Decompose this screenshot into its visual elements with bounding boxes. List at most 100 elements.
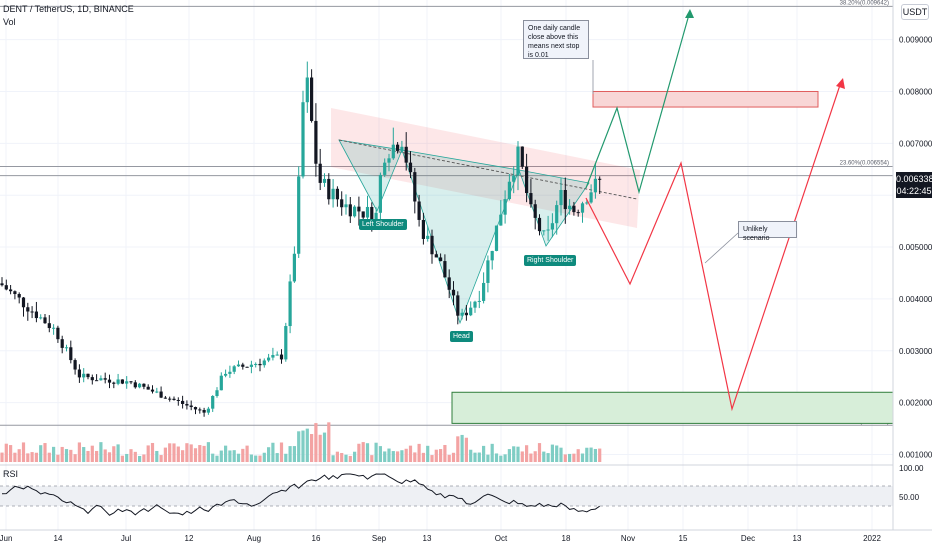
candle-body bbox=[357, 206, 361, 212]
time-tick-label: 14 bbox=[54, 534, 63, 543]
volume-bar bbox=[387, 448, 391, 462]
candle-body bbox=[546, 229, 550, 231]
candle-body bbox=[288, 281, 292, 327]
rsi-label: RSI bbox=[3, 469, 19, 479]
volume-bar bbox=[9, 445, 13, 462]
volume-bar bbox=[447, 454, 451, 462]
currency-button[interactable]: USDT bbox=[901, 4, 929, 20]
volume-bars bbox=[0, 422, 602, 462]
volume-bar bbox=[408, 445, 413, 462]
candle-body bbox=[168, 398, 172, 400]
volume-bar bbox=[34, 452, 38, 462]
candle-body bbox=[107, 379, 112, 383]
volume-bar bbox=[86, 450, 90, 462]
candle-body bbox=[469, 307, 473, 316]
volume-bar bbox=[559, 447, 563, 462]
volume-bar bbox=[516, 446, 520, 462]
volume-bar bbox=[215, 455, 219, 462]
candle-body bbox=[176, 399, 180, 401]
volume-bar bbox=[232, 450, 236, 462]
candle-body bbox=[533, 204, 537, 218]
volume-bar bbox=[580, 453, 585, 462]
volume-bar bbox=[374, 442, 378, 462]
candle-body bbox=[396, 144, 400, 151]
candle-body bbox=[335, 188, 339, 200]
candle-body bbox=[236, 364, 241, 367]
note-top[interactable]: One daily candle close above this means … bbox=[523, 20, 589, 59]
candle-body bbox=[378, 174, 382, 213]
volume-bar bbox=[146, 445, 150, 462]
volume-bar bbox=[482, 445, 486, 462]
volume-bar bbox=[245, 445, 249, 462]
candle-body bbox=[275, 354, 279, 356]
candle-body bbox=[211, 395, 215, 409]
volume-bar bbox=[176, 446, 180, 462]
projection-paths bbox=[585, 9, 845, 412]
candle-body bbox=[464, 312, 468, 316]
candle-body bbox=[90, 377, 94, 381]
volume-bar bbox=[563, 454, 567, 462]
volume-bar bbox=[30, 452, 34, 462]
fib-levels: 38.20%(0.009642)23.60%(0.006554)0.00%(0.… bbox=[0, 0, 893, 426]
candle-body bbox=[232, 366, 236, 372]
time-tick-label: Oct bbox=[495, 534, 508, 543]
note-unlikely[interactable]: Unlikely scenario bbox=[738, 221, 797, 242]
candle-body bbox=[189, 405, 193, 408]
right-shoulder-triangle bbox=[518, 169, 590, 247]
volume-bar bbox=[413, 452, 417, 462]
time-tick-label: 2022 bbox=[863, 534, 881, 543]
volume-bar bbox=[353, 451, 357, 462]
candle-body bbox=[421, 219, 425, 239]
candle-body bbox=[228, 371, 232, 374]
left-shoulder-label: Left Shoulder bbox=[359, 219, 407, 230]
time-tick-label: Nov bbox=[621, 534, 635, 543]
volume-bar bbox=[430, 455, 434, 462]
volume-bar bbox=[550, 444, 554, 462]
volume-bar bbox=[0, 452, 4, 462]
volume-bar bbox=[297, 431, 301, 462]
price-tick-label: 0.007000 bbox=[899, 139, 932, 148]
candle-body bbox=[198, 409, 202, 411]
candle-body bbox=[585, 202, 589, 204]
bearish-arrowhead bbox=[836, 78, 845, 89]
rsi-pane bbox=[0, 464, 893, 516]
candle-body bbox=[56, 327, 60, 340]
volume-bar bbox=[499, 455, 503, 462]
volume-bar bbox=[236, 453, 241, 462]
volume-bar bbox=[486, 454, 490, 462]
candle-body bbox=[47, 323, 51, 329]
candle-body bbox=[95, 380, 99, 382]
candle-body bbox=[593, 178, 597, 193]
candle-body bbox=[77, 369, 81, 378]
candle-body bbox=[555, 205, 559, 224]
candle-body bbox=[13, 291, 17, 295]
candle-body bbox=[503, 199, 507, 215]
volume-bar bbox=[507, 449, 511, 462]
volume-bar bbox=[533, 451, 537, 462]
candle-body bbox=[344, 204, 348, 208]
volume-bar bbox=[494, 453, 499, 462]
time-tick-label: 18 bbox=[562, 534, 571, 543]
candle-body bbox=[353, 206, 357, 217]
rsi-tick-label: 100.00 bbox=[899, 464, 924, 473]
time-tick-label: 13 bbox=[423, 534, 432, 543]
axes: 0.0090000.0080000.0070000.0060000.005000… bbox=[0, 0, 932, 543]
candle-body bbox=[310, 77, 314, 121]
zones bbox=[451, 90, 894, 424]
current-price-value: 0.006338 bbox=[896, 174, 932, 184]
volume-bar bbox=[39, 445, 43, 462]
volume-bar bbox=[219, 450, 223, 462]
candle-body bbox=[163, 397, 167, 399]
volume-bar bbox=[159, 455, 163, 462]
candles bbox=[0, 61, 602, 417]
volume-bar bbox=[439, 449, 443, 462]
candle-body bbox=[331, 188, 335, 200]
volume-bar bbox=[451, 452, 456, 462]
candle-body bbox=[52, 327, 56, 329]
candle-body bbox=[9, 289, 13, 292]
volume-bar bbox=[116, 444, 120, 462]
candle-body bbox=[340, 199, 344, 208]
candle-body bbox=[26, 307, 30, 312]
right-shoulder-label: Right Shoulder bbox=[524, 255, 577, 266]
